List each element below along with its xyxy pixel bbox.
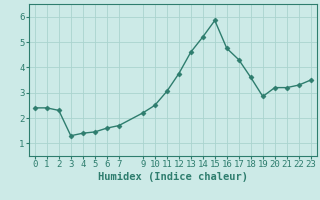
X-axis label: Humidex (Indice chaleur): Humidex (Indice chaleur) (98, 172, 248, 182)
